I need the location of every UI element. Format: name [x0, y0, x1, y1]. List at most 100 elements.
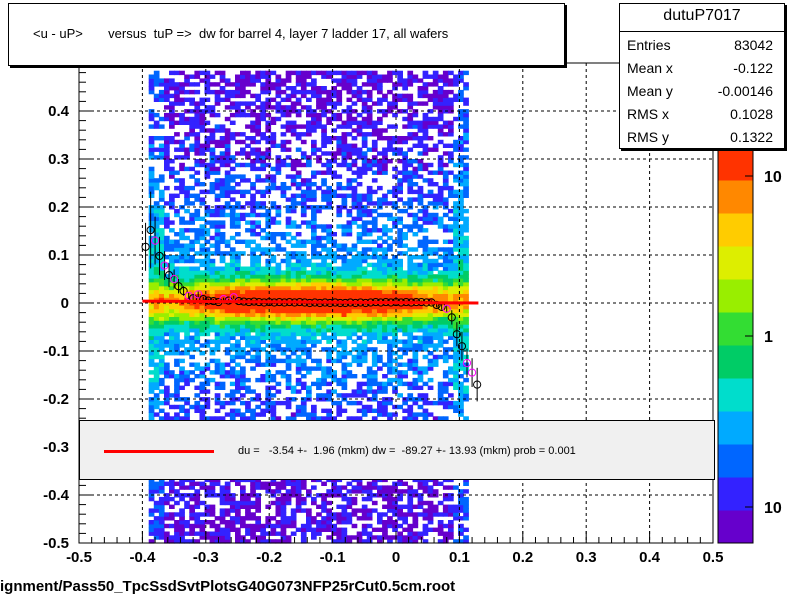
- heatmap-cell: [377, 485, 383, 490]
- heatmap-cell: [260, 523, 266, 529]
- heatmap-cell: [448, 128, 454, 133]
- heatmap-cell: [194, 489, 201, 494]
- heatmap-cell: [229, 308, 236, 314]
- heatmap-cell: [427, 316, 434, 321]
- heatmap-cell: [407, 331, 414, 337]
- heatmap-cell: [392, 293, 398, 298]
- heatmap-cell: [174, 308, 180, 314]
- heatmap-cell: [306, 512, 312, 517]
- heatmap-cell: [351, 523, 358, 529]
- heatmap-cell: [250, 335, 256, 340]
- heatmap-cell: [422, 178, 429, 183]
- heatmap-cell: [361, 351, 368, 356]
- heatmap-cell: [164, 243, 170, 248]
- heatmap-cell: [361, 258, 368, 264]
- heatmap-cell: [295, 362, 302, 367]
- heatmap-cell: [280, 531, 287, 536]
- heatmap-cell: [153, 320, 160, 325]
- heatmap-cell: [204, 531, 211, 536]
- heatmap-cell: [316, 320, 322, 325]
- heatmap-cell: [184, 312, 190, 317]
- heatmap-cell: [448, 208, 454, 214]
- heatmap-cell: [290, 255, 297, 260]
- heatmap-cell: [366, 97, 373, 102]
- heatmap-cell: [316, 293, 322, 298]
- heatmap-cell: [245, 285, 251, 291]
- heatmap-cell: [214, 347, 221, 352]
- heatmap-cell: [458, 124, 464, 129]
- heatmap-cell: [341, 512, 348, 517]
- heatmap-cell: [336, 255, 343, 260]
- heatmap-cell: [199, 274, 206, 279]
- heatmap-cell: [295, 289, 302, 294]
- heatmap-cell: [442, 351, 449, 356]
- heatmap-cell: [295, 185, 302, 191]
- heatmap-cell: [422, 485, 429, 490]
- heatmap-cell: [402, 343, 408, 348]
- heatmap-cell: [432, 362, 439, 367]
- heatmap-cell: [448, 155, 454, 160]
- heatmap-cell: [361, 232, 368, 237]
- heatmap-cell: [366, 166, 373, 172]
- heatmap-cell: [371, 535, 378, 540]
- heatmap-cell: [417, 335, 424, 340]
- heatmap-cell: [392, 316, 398, 321]
- heatmap-cell: [387, 351, 393, 356]
- heatmap-cell: [351, 374, 358, 379]
- heatmap-cell: [442, 297, 449, 302]
- heatmap-cell: [270, 247, 277, 252]
- heatmap-cell: [270, 201, 277, 206]
- heatmap-cell: [442, 212, 449, 218]
- heatmap-cell: [442, 331, 449, 337]
- heatmap-cell: [371, 251, 378, 256]
- heatmap-cell: [214, 308, 221, 314]
- heatmap-cell: [169, 496, 175, 502]
- heatmap-cell: [392, 489, 398, 494]
- heatmap-cell: [326, 162, 332, 168]
- heatmap-cell: [412, 143, 419, 148]
- heatmap-cell: [351, 93, 358, 99]
- heatmap-cell: [407, 531, 414, 536]
- heatmap-cell: [240, 297, 246, 302]
- heatmap-cell: [326, 316, 332, 321]
- heatmap-cell: [306, 416, 312, 421]
- heatmap-cell: [229, 208, 236, 214]
- heatmap-cell: [377, 304, 383, 310]
- heatmap-cell: [235, 86, 241, 91]
- heatmap-cell: [229, 132, 236, 137]
- heatmap-cell: [336, 112, 343, 118]
- heatmap-cell: [361, 255, 368, 260]
- heatmap-cell: [442, 523, 449, 529]
- heatmap-cell: [209, 316, 216, 321]
- heatmap-cell: [351, 147, 358, 152]
- heatmap-cell: [280, 247, 287, 252]
- heatmap-cell: [219, 151, 226, 156]
- heatmap-cell: [311, 281, 317, 287]
- heatmap-cell: [250, 228, 256, 233]
- heatmap-cell: [412, 124, 419, 129]
- heatmap-cell: [392, 366, 398, 371]
- heatmap-cell: [422, 86, 429, 91]
- heatmap-cell: [250, 101, 256, 106]
- heatmap-cell: [194, 512, 201, 517]
- heatmap-cell: [164, 324, 170, 329]
- heatmap-cell: [366, 347, 373, 352]
- heatmap-cell: [214, 523, 221, 529]
- heatmap-cell: [169, 281, 175, 287]
- heatmap-cell: [260, 70, 266, 76]
- heatmap-cell: [311, 193, 317, 198]
- heatmap-cell: [407, 485, 414, 490]
- heatmap-cell: [285, 239, 292, 244]
- heatmap-cell: [321, 377, 327, 383]
- heatmap-cell: [397, 289, 403, 294]
- heatmap-cell: [153, 343, 160, 348]
- heatmap-cell: [407, 362, 414, 367]
- heatmap-cell: [341, 120, 348, 125]
- heatmap-cell: [148, 136, 155, 141]
- heatmap-cell: [164, 535, 170, 540]
- heatmap-cell: [341, 381, 348, 387]
- heatmap-cell: [356, 293, 363, 298]
- heatmap-cell: [204, 512, 211, 517]
- heatmap-cell: [387, 539, 393, 544]
- heatmap-cell: [285, 535, 292, 540]
